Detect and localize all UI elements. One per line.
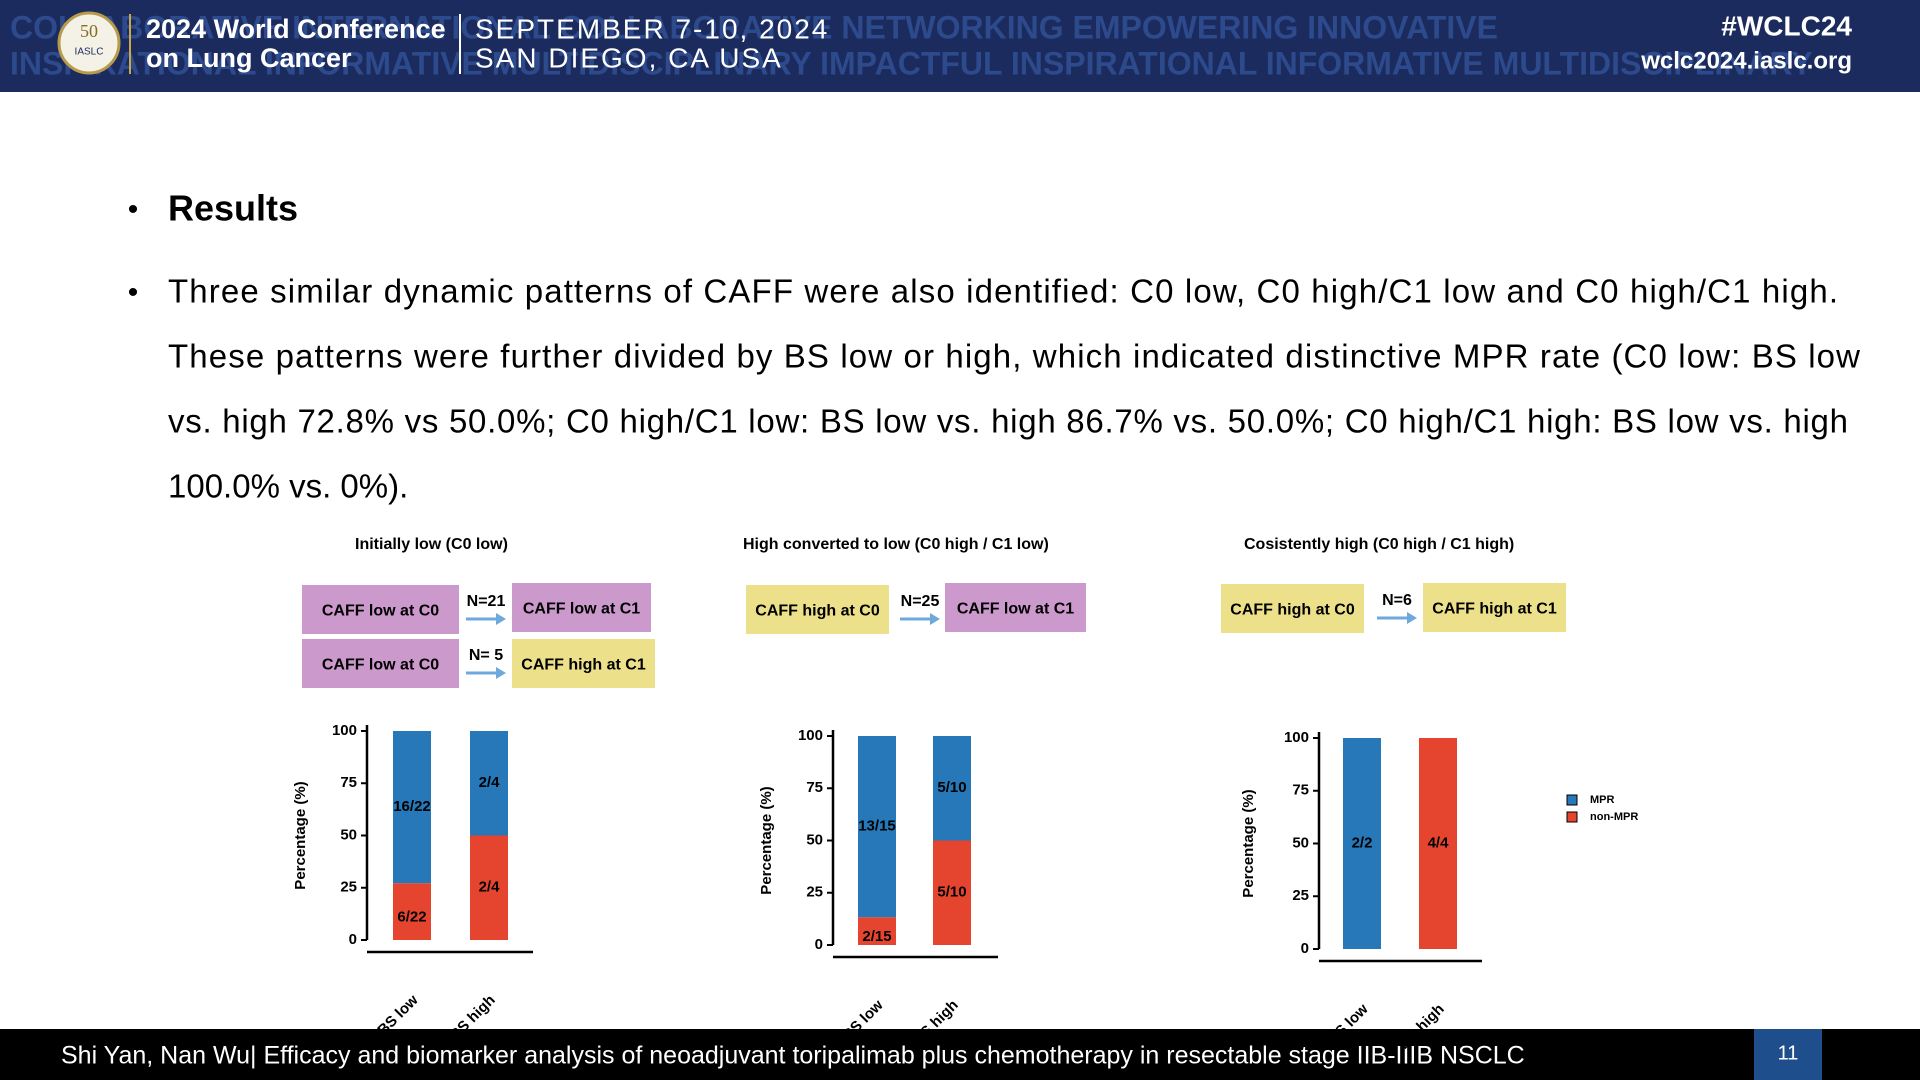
value-label: 16/22 (393, 798, 431, 815)
hashtag: #WCLC24 (1721, 10, 1852, 41)
y-tick-label: 100 (332, 722, 357, 739)
state-label: CAFF high at C0 (1230, 602, 1355, 619)
transition-count: N=25 (901, 593, 940, 610)
bar-segment (1343, 738, 1381, 949)
y-axis-label: Percentage (%) (292, 781, 309, 889)
bullet-dot: • (128, 276, 139, 309)
body-text: vs. high 72.8% vs 50.0%; C0 high/C1 low:… (168, 403, 1848, 440)
bullet-dot: • (128, 193, 139, 226)
y-tick-label: 100 (1284, 729, 1309, 746)
logo (57, 11, 121, 75)
value-label: 2/15 (862, 928, 891, 945)
y-tick-label: 75 (806, 779, 823, 796)
state-box (302, 639, 459, 688)
state-label: CAFF high at C1 (1432, 601, 1557, 618)
value-label: 6/22 (397, 909, 426, 926)
page-number-box (1754, 1029, 1822, 1080)
bar-segment (1419, 738, 1457, 949)
header-bar (0, 0, 1920, 92)
value-label: 5/10 (937, 779, 966, 796)
state-label: CAFF low at C1 (523, 601, 640, 618)
conference-date: SEPTEMBER 7-10, 2024 (475, 13, 829, 44)
y-tick-label: 50 (1292, 834, 1309, 851)
section-heading: Results (168, 188, 298, 229)
y-tick-label: 0 (1301, 940, 1309, 957)
bar-segment (393, 731, 431, 884)
website: wclc2024.iaslc.org (1640, 47, 1852, 74)
arrow-head (496, 667, 506, 679)
state-label: CAFF low at C0 (322, 603, 439, 620)
legend-label: non-MPR (1590, 811, 1638, 823)
bar-segment (933, 736, 971, 841)
logo-text: IASLC (75, 47, 104, 58)
arrow-head (930, 613, 940, 625)
transition-count: N=6 (1382, 592, 1412, 609)
bar-segment (470, 731, 508, 836)
y-axis-label: Percentage (%) (758, 786, 775, 894)
state-box (302, 585, 459, 634)
state-box (1221, 584, 1364, 633)
transition-count: N= 5 (469, 647, 503, 664)
legend-swatch (1566, 811, 1578, 823)
state-box (512, 583, 651, 632)
body-text: These patterns were further divided by B… (168, 338, 1860, 375)
state-box (512, 639, 655, 688)
bar-segment (470, 835, 508, 940)
state-label: CAFF low at C1 (957, 601, 1074, 618)
transition-count: N=21 (467, 593, 506, 610)
bar-segment (858, 736, 896, 918)
header-background-words: COLLABORATIVE INTERNATIONAL COLLABORATIV… (10, 9, 1498, 45)
state-box (945, 583, 1086, 632)
conference-location: SAN DIEGO, CA USA (475, 42, 783, 73)
panel-title: Cosistently high (C0 high / C1 high) (1244, 536, 1514, 553)
y-tick-label: 25 (340, 879, 357, 896)
y-tick-label: 25 (806, 884, 823, 901)
body-text: 100.0% vs. 0%). (168, 468, 408, 505)
state-label: CAFF high at C1 (521, 657, 646, 674)
bar-segment (393, 883, 431, 940)
value-label: 2/2 (1352, 834, 1373, 851)
y-tick-label: 100 (798, 727, 823, 744)
y-tick-label: 50 (340, 826, 357, 843)
legend-label: MPR (1590, 794, 1615, 806)
arrow-head (1407, 612, 1417, 624)
value-label: 2/4 (479, 879, 501, 896)
y-tick-label: 25 (1292, 887, 1309, 904)
conference-name: 2024 World Conference (146, 14, 446, 44)
state-box (746, 585, 889, 634)
arrow-head (496, 613, 506, 625)
value-label: 4/4 (1428, 834, 1450, 851)
y-tick-label: 75 (1292, 782, 1309, 799)
y-tick-label: 50 (806, 831, 823, 848)
logo-number: 50 (80, 21, 98, 41)
body-text: Three similar dynamic patterns of CAFF w… (168, 273, 1838, 310)
bar-segment (858, 917, 896, 945)
value-label: 13/15 (858, 818, 896, 835)
value-label: 2/4 (479, 774, 501, 791)
footer-bar (0, 1029, 1920, 1080)
legend-swatch (1566, 794, 1578, 806)
panel-title: Initially low (C0 low) (355, 536, 508, 553)
bar-segment (933, 840, 971, 945)
y-tick-label: 0 (815, 936, 823, 953)
state-box (1423, 583, 1566, 632)
footer-citation: Shi Yan, Nan Wu| Efficacy and biomarker … (61, 1042, 1525, 1070)
panel-title: High converted to low (C0 high / C1 low) (743, 536, 1049, 553)
y-tick-label: 75 (340, 774, 357, 791)
y-tick-label: 0 (349, 931, 357, 948)
header-background-words: INSPIRATIONAL INFORMATIVE MULTIDISCIPLIN… (10, 45, 1813, 81)
page-number: 11 (1778, 1042, 1799, 1064)
value-label: 5/10 (937, 884, 966, 901)
conference-name: on Lung Cancer (146, 43, 352, 73)
state-label: CAFF low at C0 (322, 657, 439, 674)
y-axis-label: Percentage (%) (1240, 789, 1257, 897)
state-label: CAFF high at C0 (755, 603, 880, 620)
